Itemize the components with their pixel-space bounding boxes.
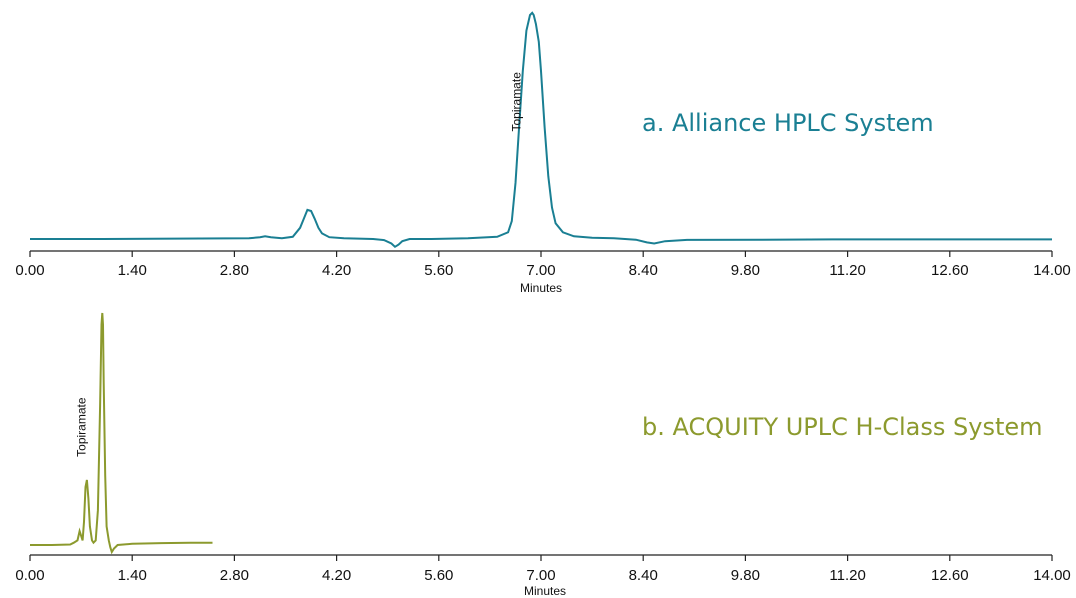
chromatogram-trace-a xyxy=(30,11,1052,249)
chart-panel-a: 0.00 1.40 2.80 4.20 5.60 7.00 8.40 9.80 11.20 12.… xyxy=(15,11,1071,295)
x-tick-label: 9.80 xyxy=(731,262,760,279)
x-tick-label: 8.40 xyxy=(629,262,658,279)
peak-label-a: Topiramate xyxy=(510,72,524,132)
x-tick-label: 2.80 xyxy=(220,567,249,584)
x-tick-label: 12.60 xyxy=(931,567,969,584)
chromatogram-trace-b xyxy=(30,312,213,555)
x-tick-label: 1.40 xyxy=(118,262,147,279)
x-tick-label: 14.00 xyxy=(1033,262,1071,279)
chart-title-a: a. Alliance HPLC System xyxy=(642,109,934,137)
x-axis-label-b: Minutes xyxy=(524,584,566,598)
x-tick-label: 11.20 xyxy=(829,262,865,279)
x-tick-label: 14.00 xyxy=(1033,567,1071,584)
x-tick-label: 1.40 xyxy=(118,567,147,584)
x-tick-label: 5.60 xyxy=(424,567,453,584)
x-tick-label: 12.60 xyxy=(931,262,969,279)
chart-title-b: b. ACQUITY UPLC H-Class System xyxy=(642,413,1043,441)
x-tick-label: 0.00 xyxy=(15,262,44,279)
chart-panel-b: 0.00 1.40 2.80 4.20 5.60 7.00 8.40 9.80 11.20 12.… xyxy=(15,312,1071,598)
x-tick-label: 11.20 xyxy=(829,567,865,584)
x-ticks-a: 0.00 1.40 2.80 4.20 5.60 7.00 8.40 9.80 11.20 12.… xyxy=(15,251,1071,279)
x-tick-label: 9.80 xyxy=(731,567,760,584)
x-tick-label: 0.00 xyxy=(15,567,44,584)
x-tick-label: 4.20 xyxy=(322,567,351,584)
x-axis-label-a: Minutes xyxy=(520,281,562,295)
x-tick-label: 4.20 xyxy=(322,262,351,279)
x-tick-label: 5.60 xyxy=(424,262,453,279)
peak-label-b: Topiramate xyxy=(74,397,88,457)
x-tick-label: 8.40 xyxy=(629,567,658,584)
x-ticks-b: 0.00 1.40 2.80 4.20 5.60 7.00 8.40 9.80 11.20 12.… xyxy=(15,555,1071,584)
x-tick-label: 2.80 xyxy=(220,262,249,279)
x-tick-label: 7.00 xyxy=(526,567,555,584)
x-tick-label: 7.00 xyxy=(526,262,555,279)
